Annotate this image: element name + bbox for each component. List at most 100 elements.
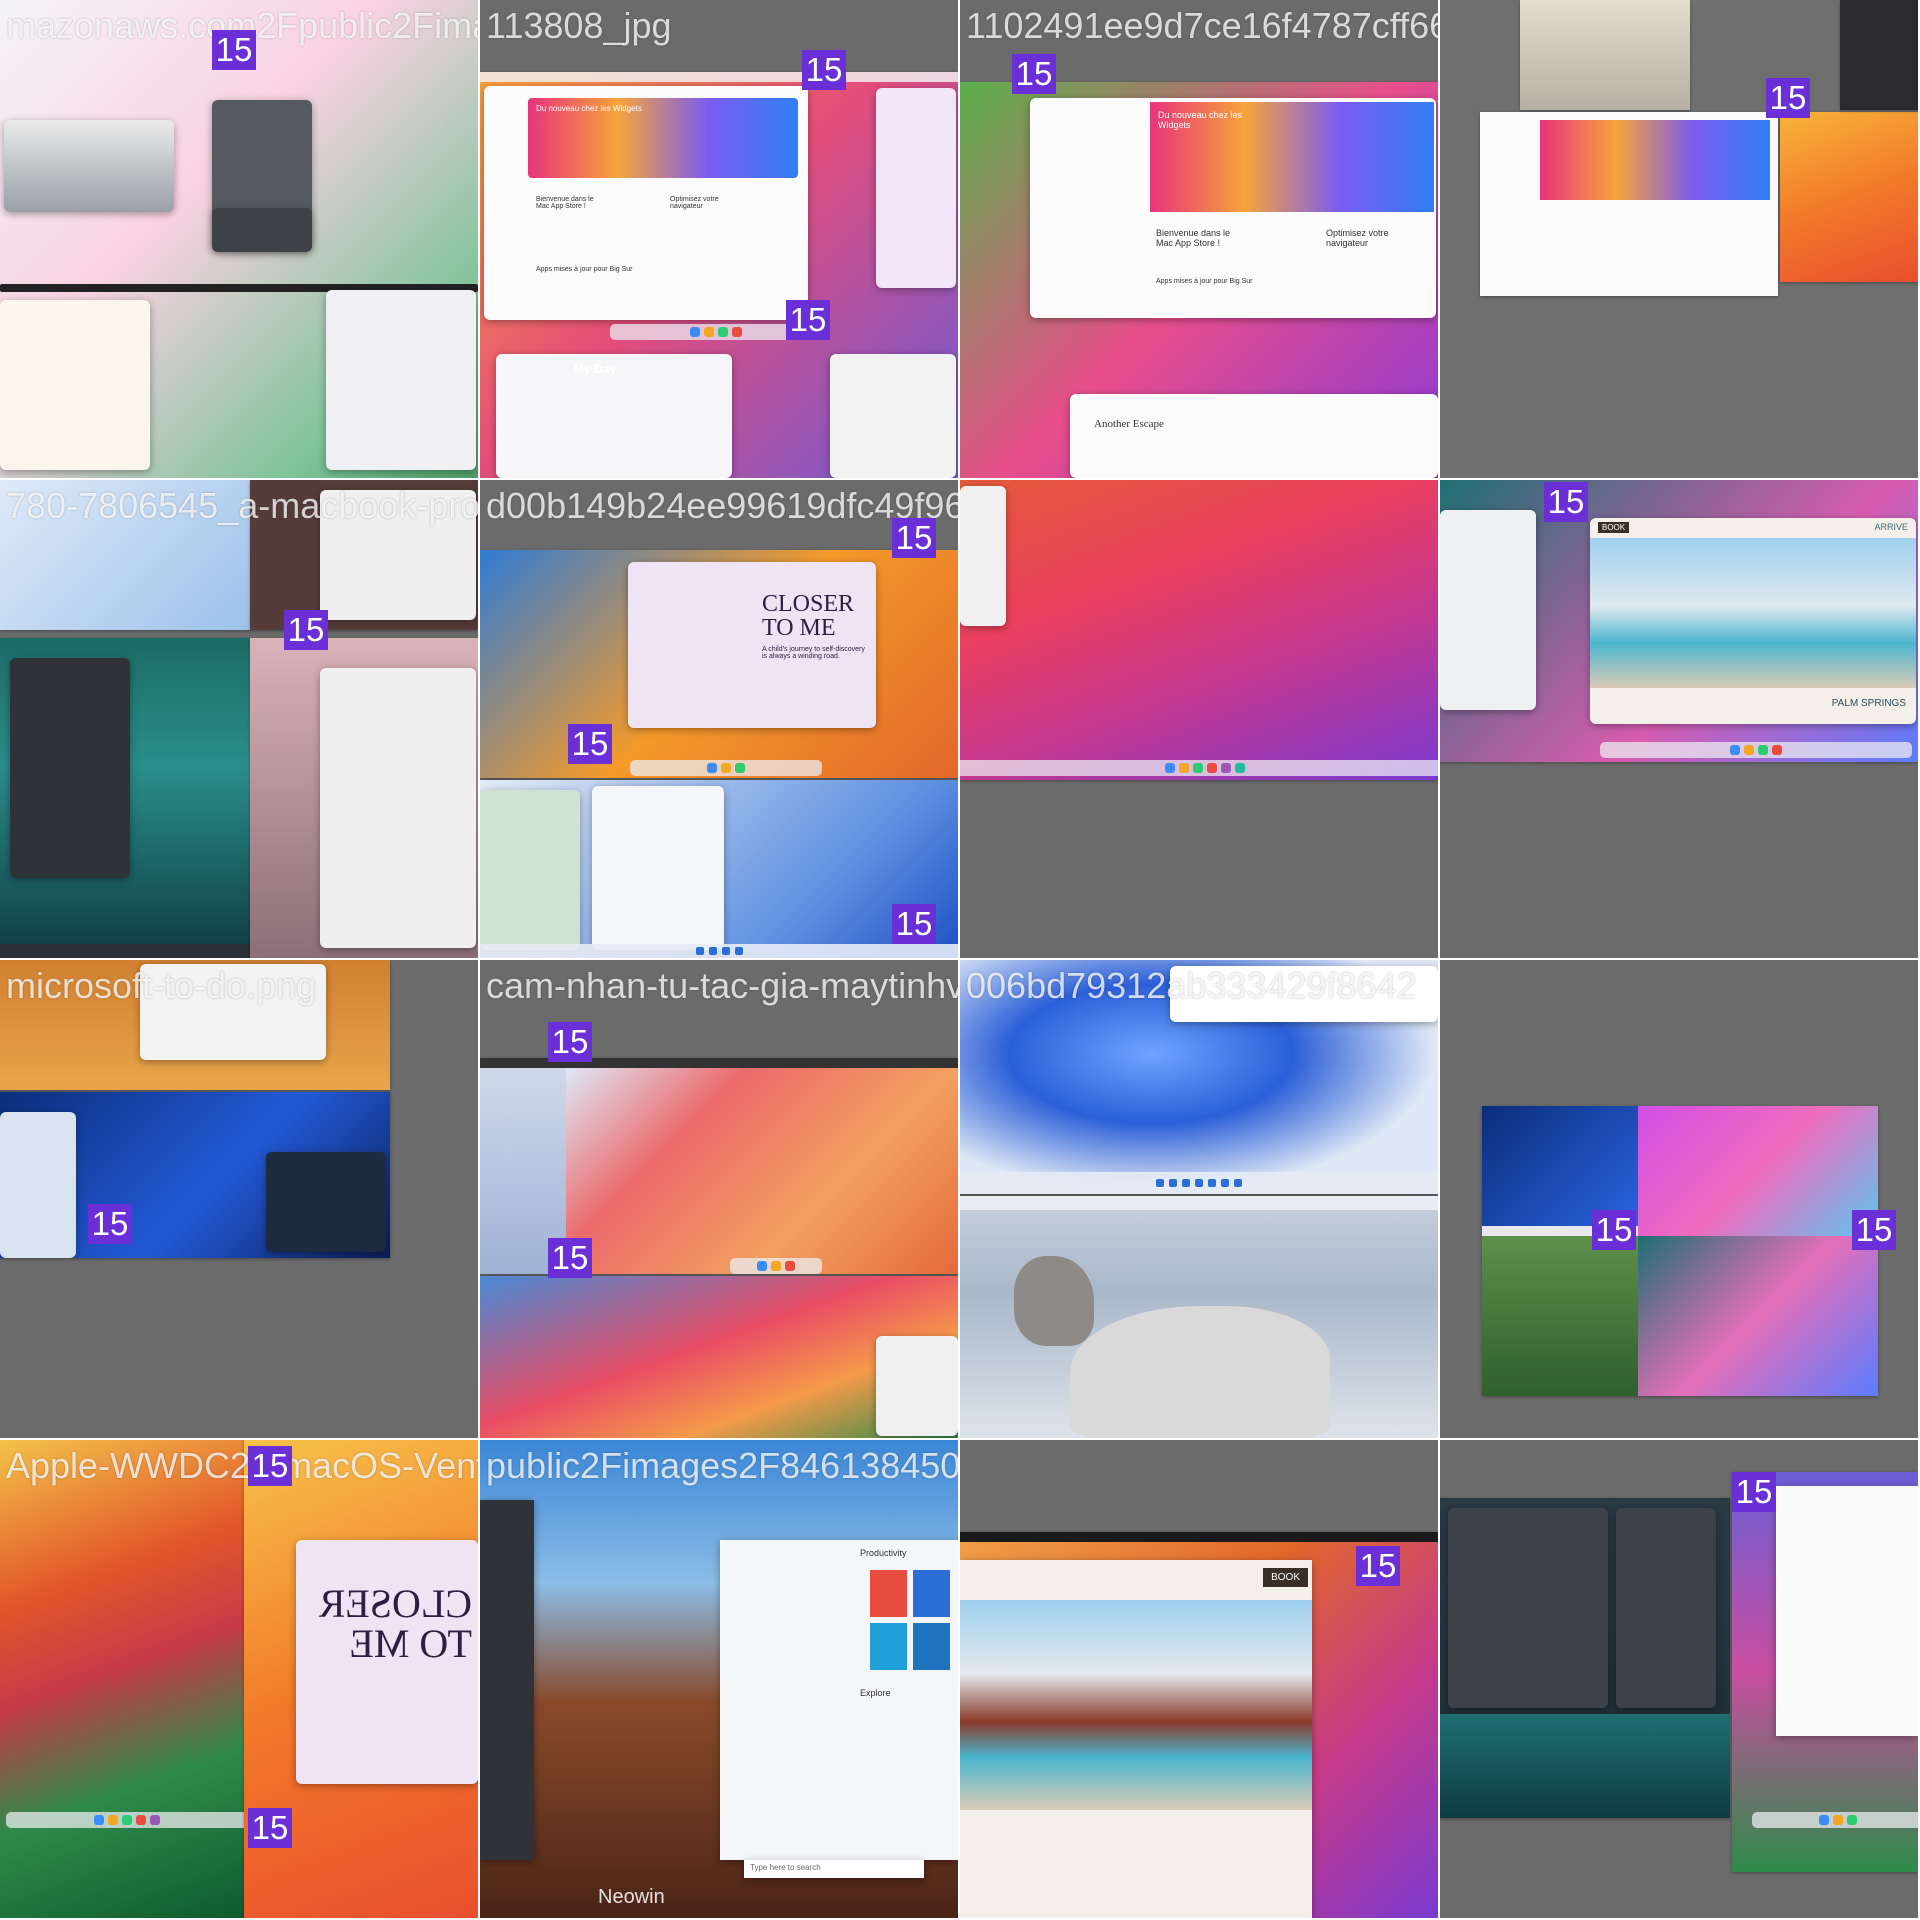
book-subtitle: A child's journey to self-discovery is a… — [762, 646, 865, 660]
tile-6-badge-c: 15 — [892, 904, 936, 944]
tile-8-screenshot: BOOK ARRIVE PALM SPRINGS — [1440, 480, 1918, 762]
tile-10-bottom — [480, 1276, 958, 1438]
book-cover-window — [876, 88, 956, 288]
tile-10-badge-a: 15 — [548, 1022, 592, 1062]
tile-16[interactable]: 15 — [1440, 1440, 1918, 1918]
tile-13-badge-a: 15 — [248, 1446, 292, 1486]
tile-15-screenshot: BOOK — [960, 1532, 1438, 1918]
tile-15-badge: 15 — [1356, 1546, 1400, 1586]
tile-1-badge: 15 — [212, 30, 256, 70]
tile-16-badge: 15 — [1732, 1472, 1776, 1512]
icloud-drive-window — [830, 354, 956, 478]
another-escape-title: Another Escape — [1094, 418, 1164, 430]
tile-5-win-start — [0, 480, 250, 630]
photo-widget — [4, 120, 174, 212]
tile-11[interactable]: 006bd79312ab333429f8642 — [960, 960, 1438, 1438]
tile-12-badge-a: 15 — [1592, 1210, 1636, 1250]
explore-label: Explore — [860, 1688, 891, 1698]
dock — [630, 760, 822, 776]
app-store-window: Du nouveau chez les Widgets Bienvenue da… — [1030, 98, 1436, 318]
reminders-window: My Day — [496, 354, 732, 478]
tile-5-widgets — [0, 638, 250, 958]
palm-springs-label: PALM SPRINGS — [1831, 698, 1906, 709]
dock — [610, 324, 822, 340]
tile-11-bloom — [960, 960, 1438, 1194]
tile-6-win-screen — [480, 780, 958, 958]
tile-5-mac-finder — [250, 480, 478, 630]
tile-14-desert: Productivity Explore Type here to search… — [480, 1440, 958, 1918]
launchpad-window — [326, 290, 476, 470]
tile-4-screenshot — [1480, 112, 1778, 296]
tile-13[interactable]: CLOSER TO ME Apple-WWDC22-macOS-Ventura-… — [0, 1440, 478, 1918]
app-store-updates: Apps mises à jour pour Big Sur — [536, 266, 633, 273]
app-store-optimize: Optimisez votre navigateur — [1326, 228, 1389, 248]
tile-3-caption: 1102491ee9d7ce16f4787cff66eae5dbe8afari-… — [966, 5, 1438, 46]
dock — [960, 760, 1438, 776]
tile-12-collage — [1482, 1106, 1878, 1396]
hotel-window: BOOK ARRIVE PALM SPRINGS — [1590, 518, 1916, 724]
sign-in-window — [0, 300, 150, 470]
book-label[interactable]: BOOK — [1598, 522, 1630, 533]
tile-1[interactable]: mazonaws.com2Fpublic2Fimages2F9f1100b00-… — [0, 0, 478, 478]
tile-8[interactable]: BOOK ARRIVE PALM SPRINGS 15 — [1440, 480, 1918, 958]
tile-7[interactable] — [960, 480, 1438, 958]
tile-6[interactable]: CLOSER TO ME A child's journey to self-d… — [480, 480, 958, 958]
app-store-window: Du nouveau chez les Widgets Bienvenue da… — [484, 86, 808, 320]
tile-6-mac-screen: CLOSER TO ME A child's journey to self-d… — [480, 550, 958, 778]
arrive-label: ARRIVE — [1874, 522, 1908, 532]
tile-10[interactable]: cam-nhan-tu-tac-gia-maytinhviewing-the-b… — [480, 960, 958, 1438]
tile-10-top — [480, 1058, 958, 1274]
tile-9-win11 — [0, 1092, 390, 1258]
tile-15[interactable]: BOOK 15 — [960, 1440, 1438, 1918]
productivity-label: Productivity — [860, 1548, 907, 1558]
tile-3[interactable]: Du nouveau chez les Widgets Bienvenue da… — [960, 0, 1438, 478]
tile-8-badge: 15 — [1544, 482, 1588, 522]
tile-6-caption: d00b149b24ee99619dfc49f96f8948f6f536x120… — [486, 485, 958, 526]
tile-4-dark-window — [1840, 0, 1918, 110]
tile-9-badge: 15 — [88, 1204, 132, 1244]
tile-2-screenshot: Du nouveau chez les Widgets Bienvenue da… — [480, 72, 958, 478]
book-window: CLOSER TO ME — [296, 1540, 478, 1784]
tile-16-mac — [1732, 1472, 1918, 1872]
another-escape-window: Another Escape — [1070, 394, 1438, 478]
tile-5[interactable]: 780-7806545_a-macbook-pro-with-the-pages… — [0, 480, 478, 958]
hotel-window: BOOK — [960, 1560, 1312, 1918]
tile-4-wallpaper — [1780, 112, 1918, 282]
dock — [1600, 742, 1912, 758]
dock — [730, 1258, 822, 1274]
tile-2-badge-a: 15 — [802, 50, 846, 90]
app-store-optimize: Optimisez votre navigateur — [670, 196, 719, 210]
tile-10-caption: cam-nhan-tu-tac-gia-maytinhviewing-the-b… — [486, 965, 958, 1006]
tile-2-caption: 113808_jpg — [486, 5, 672, 46]
tile-4-badge: 15 — [1766, 78, 1810, 118]
tile-14[interactable]: Productivity Explore Type here to search… — [480, 1440, 958, 1918]
book-title-mirrored: CLOSER TO ME — [318, 1581, 472, 1666]
my-day-title: My Day — [574, 362, 617, 376]
tile-4-laptop — [1520, 0, 1690, 110]
tile-16-widgets — [1440, 1498, 1730, 1818]
book-title: CLOSER TO ME — [762, 591, 855, 641]
battery-widget — [212, 208, 312, 252]
tile-10-badge-b: 15 — [548, 1238, 592, 1278]
tile-3-badge: 15 — [1012, 54, 1056, 94]
app-store-title: Du nouveau chez les Widgets — [1158, 110, 1243, 130]
tile-12[interactable]: 15 15 — [1440, 960, 1918, 1438]
tile-4[interactable]: 15 — [1440, 0, 1918, 478]
tile-3-screenshot: Du nouveau chez les Widgets Bienvenue da… — [960, 82, 1438, 478]
tile-11-rocks — [960, 1196, 1438, 1438]
dock — [1752, 1812, 1918, 1828]
tile-9[interactable]: microsoft-to-do.png 15 — [0, 960, 478, 1438]
search-box[interactable]: Type here to search — [744, 1860, 924, 1878]
search-placeholder: Type here to search — [750, 1863, 821, 1872]
tile-5-finder-2 — [250, 638, 478, 958]
dock — [6, 1812, 244, 1828]
tile-2[interactable]: Du nouveau chez les Widgets Bienvenue da… — [480, 0, 958, 478]
tile-13-ventura: CLOSER TO ME — [244, 1440, 478, 1918]
book-window: CLOSER TO ME A child's journey to self-d… — [628, 562, 876, 728]
tile-6-badge-b: 15 — [568, 724, 612, 764]
tile-2-badge-b: 15 — [786, 300, 830, 340]
book-label[interactable]: BOOK — [1263, 1568, 1308, 1587]
app-store-title: Du nouveau chez les Widgets — [536, 104, 642, 113]
neowin-watermark: Neowin — [598, 1886, 665, 1908]
